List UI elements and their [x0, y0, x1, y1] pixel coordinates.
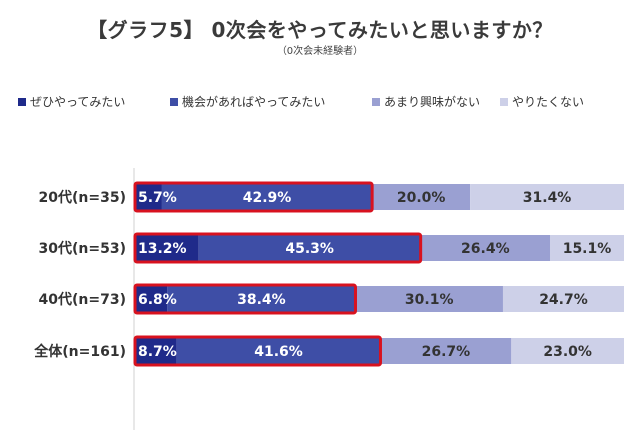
bar-segment — [550, 235, 624, 261]
data-label: 20.0% — [397, 190, 446, 206]
chart-title: 【グラフ5】 0次会をやってみたいと思いますか？ — [87, 18, 553, 42]
category-label: 30代(n=53) — [39, 240, 126, 257]
data-label: 31.4% — [523, 190, 572, 206]
data-label: 45.3% — [285, 241, 334, 257]
data-label: 6.8% — [138, 292, 177, 308]
legend-swatch — [170, 98, 178, 106]
bar-segment — [134, 338, 177, 364]
bar-segment — [355, 286, 503, 312]
legend-label: あまり興味がない — [384, 94, 480, 109]
highlight-box — [133, 181, 374, 213]
bar-segment — [511, 338, 624, 364]
data-label: 13.2% — [138, 241, 187, 257]
legend-swatch — [500, 98, 508, 106]
data-label: 8.7% — [138, 344, 177, 360]
data-label: 42.9% — [243, 190, 292, 206]
bar-segment — [198, 235, 421, 261]
legend-label: 機会があればやってみたい — [182, 94, 325, 109]
data-label: 15.1% — [563, 241, 612, 257]
bar-segment — [470, 184, 624, 210]
category-label: 全体(n=161) — [33, 343, 126, 360]
highlight-box — [133, 283, 357, 315]
highlight-box — [133, 335, 382, 367]
data-label: 26.4% — [461, 241, 510, 257]
bar-segment — [134, 286, 168, 312]
bar-segment — [372, 184, 471, 210]
bar-segment — [380, 338, 512, 364]
bar-segment — [167, 286, 356, 312]
data-label: 5.7% — [138, 190, 177, 206]
data-label: 30.1% — [405, 292, 454, 308]
legend-swatch — [18, 98, 26, 106]
data-label: 41.6% — [254, 344, 303, 360]
bar-segment — [420, 235, 551, 261]
highlight-box — [133, 232, 423, 264]
chart-subtitle: （0次会未経験者） — [276, 46, 364, 57]
bar-segment — [134, 235, 199, 261]
category-label: 20代(n=35) — [39, 189, 126, 206]
bar-segment — [502, 286, 624, 312]
category-label: 40代(n=73) — [39, 291, 126, 308]
data-label: 38.4% — [237, 292, 286, 308]
legend-label: ぜひやってみたい — [30, 95, 125, 109]
data-label: 23.0% — [543, 344, 592, 360]
bar-segment — [134, 184, 162, 210]
bar-segment — [161, 184, 373, 210]
bar-segment — [176, 338, 381, 364]
legend-label: やりたくない — [512, 95, 584, 109]
data-label: 26.7% — [422, 344, 471, 360]
legend-swatch — [372, 98, 380, 106]
data-label: 24.7% — [539, 292, 588, 308]
